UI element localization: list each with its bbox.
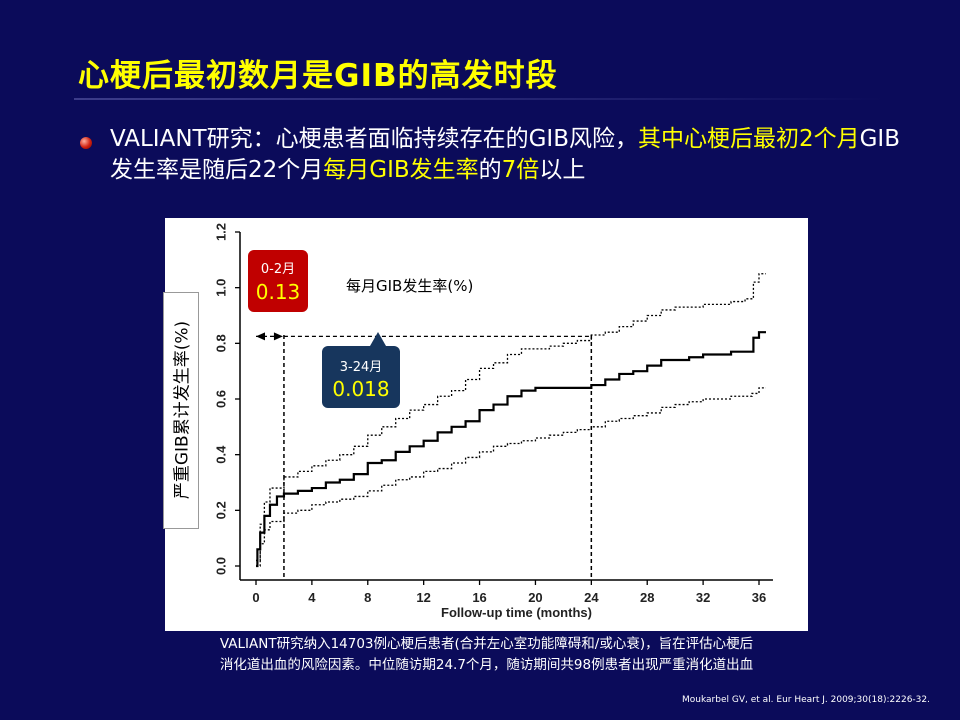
bullet-part-4: 每月GIB发生率 [323, 157, 479, 183]
series-confidence-bound-1 [256, 273, 766, 562]
bullet-part-2: 其中心梗后最初2个月 [637, 126, 860, 152]
y-tick-label: 0.6 [213, 390, 228, 408]
x-tick-label: 4 [308, 590, 316, 605]
slide-title: 心梗后最初数月是GIB的高发时段 [78, 58, 558, 94]
monthly-rate-label: 每月GIB发生率(%) [346, 277, 474, 295]
y-axis-label: 严重GIB累计发生率(%) [172, 320, 193, 500]
arrowhead [273, 332, 283, 341]
arrowhead [256, 332, 265, 341]
x-tick-label: 0 [252, 590, 259, 605]
bullet-part-5: 的 [478, 157, 502, 183]
x-tick-label: 20 [528, 590, 542, 605]
bullet-part-3: GIB发生率是随后22个月 [110, 126, 900, 183]
bullet-part-7: 以上 [539, 157, 586, 183]
study-caption: VALIANT研究纳入14703例心梗后患者(合并左心室功能障碍和/或心衰)，旨… [165, 634, 808, 676]
citation: Moukarbel GV, et al. Eur Heart J. 2009;3… [682, 695, 930, 705]
callout-late-label: 3-24月 [339, 360, 383, 375]
callout-late-pointer [370, 332, 386, 346]
series-cumulative-incidence [256, 331, 766, 568]
callout-early: 0-2月 0.13 [248, 250, 308, 312]
y-axis-label-box [163, 292, 199, 529]
callout-late: 3-24月 0.018 [322, 346, 400, 408]
bullet-part-6: 7倍 [501, 157, 540, 183]
x-tick-label: 16 [472, 590, 486, 605]
y-tick-label: 0.4 [213, 445, 228, 464]
x-tick-label: 28 [640, 590, 654, 605]
callout-early-value: 0.13 [255, 280, 301, 304]
x-tick-label: 36 [752, 590, 766, 605]
y-tick-label: 1.0 [213, 279, 228, 297]
callout-early-label: 0-2月 [260, 262, 296, 277]
title-divider [74, 98, 884, 100]
bullet-icon [80, 137, 92, 149]
y-tick-label: 0.2 [213, 501, 228, 519]
x-axis-label: Follow-up time (months) [441, 605, 592, 620]
y-tick-label: 1.2 [213, 223, 228, 241]
x-tick-label: 12 [416, 590, 430, 605]
series-confidence-bound-2 [256, 387, 766, 567]
caption-line-1: VALIANT研究纳入14703例心梗后患者(合并左心室功能障碍和/或心衰)，旨… [219, 636, 754, 652]
bullet-part-1: VALIANT研究：心梗患者面临持续存在的GIB风险， [110, 126, 638, 152]
callout-late-value: 0.018 [332, 377, 390, 401]
x-tick-label: 32 [696, 590, 710, 605]
y-tick-label: 0.8 [213, 334, 228, 352]
bullet-text: VALIANT研究：心梗患者面临持续存在的GIB风险，其中心梗后最初2个月GIB… [110, 124, 900, 186]
x-tick-label: 8 [364, 590, 371, 605]
x-tick-label: 24 [584, 590, 599, 605]
caption-line-2: 消化道出血的风险因素。中位随访期24.7个月，随访期间共98例患者出现严重消化道… [219, 657, 754, 673]
y-tick-label: 0.0 [213, 557, 228, 575]
